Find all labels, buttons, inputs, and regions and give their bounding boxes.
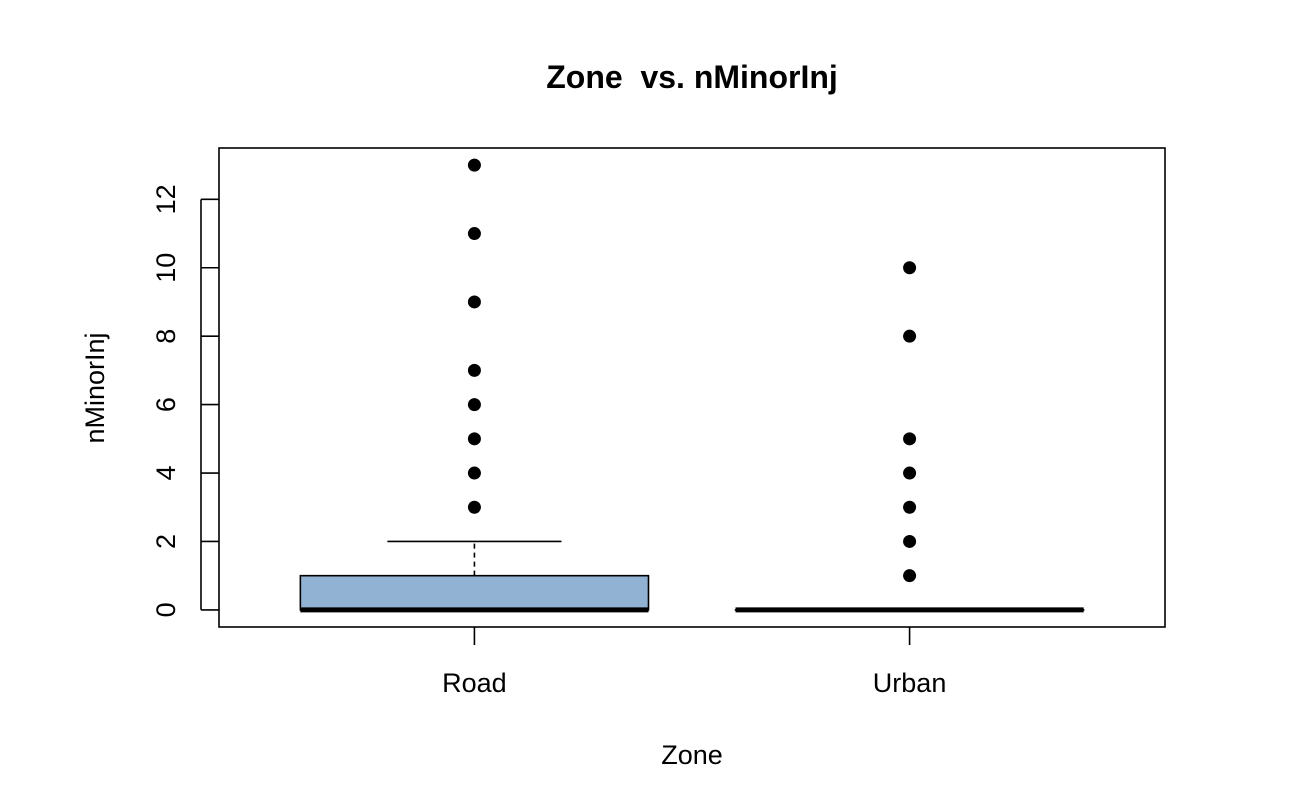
x-tick-label-road: Road (442, 668, 507, 698)
y-tick-label: 4 (151, 466, 181, 481)
outlier-point-road (467, 227, 481, 241)
y-tick-label: 10 (151, 253, 181, 283)
x-axis: Road Urban (442, 627, 946, 698)
x-tick-label-urban: Urban (873, 668, 947, 698)
outlier-point-road (467, 295, 481, 309)
y-tick-label: 0 (151, 602, 181, 617)
outlier-point-urban (903, 466, 917, 480)
plot-frame (218, 147, 1166, 628)
outlier-point-road (467, 500, 481, 514)
box-road (299, 574, 650, 611)
outlier-point-road (467, 158, 481, 172)
box-group-road (299, 158, 650, 613)
outlier-point-road (467, 466, 481, 480)
outlier-point-road (467, 432, 481, 446)
outlier-point-road (467, 363, 481, 377)
box-group-urban (734, 261, 1085, 613)
outlier-point-urban (903, 534, 917, 548)
outlier-point-urban (903, 261, 917, 275)
outlier-point-urban (903, 432, 917, 446)
y-tick-label: 6 (151, 397, 181, 412)
y-tick-label: 2 (151, 534, 181, 549)
outlier-point-urban (903, 329, 917, 343)
y-tick-label: 12 (151, 184, 181, 214)
outlier-point-urban (903, 500, 917, 514)
x-axis-title: Zone (661, 740, 723, 770)
y-tick-label: 8 (151, 329, 181, 344)
chart-title: Zone vs. nMinorInj (546, 59, 838, 95)
y-axis: 0 2 4 6 8 10 12 (151, 184, 219, 617)
plot-marks (299, 158, 1085, 613)
outlier-point-urban (903, 569, 917, 583)
outlier-point-road (467, 398, 481, 412)
y-axis-title: nMinorInj (80, 332, 110, 443)
